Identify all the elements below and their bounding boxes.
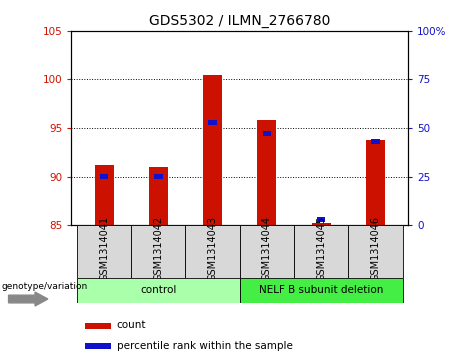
Bar (312, 223, 331, 225)
Text: control: control (140, 285, 177, 295)
Bar (77, 225, 131, 278)
Bar (154, 174, 163, 179)
Bar (85, 323, 111, 329)
Bar (185, 225, 240, 278)
Bar (95, 165, 113, 225)
Bar (263, 131, 271, 136)
Bar (366, 140, 385, 225)
Text: GSM1314042: GSM1314042 (154, 216, 163, 281)
Text: NELF B subunit deletion: NELF B subunit deletion (259, 285, 384, 295)
Text: GSM1314045: GSM1314045 (316, 216, 326, 281)
Text: percentile rank within the sample: percentile rank within the sample (117, 340, 293, 351)
Bar (208, 120, 217, 125)
Bar (149, 167, 168, 225)
Text: GSM1314041: GSM1314041 (99, 216, 109, 281)
Bar (240, 225, 294, 278)
Bar (203, 74, 222, 225)
Bar (131, 225, 185, 278)
Title: GDS5302 / ILMN_2766780: GDS5302 / ILMN_2766780 (149, 15, 331, 28)
FancyArrow shape (9, 292, 48, 306)
Bar (85, 343, 111, 349)
Bar (371, 139, 380, 144)
Bar (317, 217, 325, 222)
Bar (100, 174, 108, 179)
Text: GSM1314043: GSM1314043 (207, 216, 218, 281)
Bar (257, 120, 276, 225)
Bar (348, 225, 402, 278)
Text: GSM1314046: GSM1314046 (371, 216, 380, 281)
Bar (294, 225, 348, 278)
Bar (240, 278, 402, 303)
Bar (77, 278, 240, 303)
Text: count: count (117, 320, 146, 330)
Text: genotype/variation: genotype/variation (1, 282, 88, 291)
Text: GSM1314044: GSM1314044 (262, 216, 272, 281)
